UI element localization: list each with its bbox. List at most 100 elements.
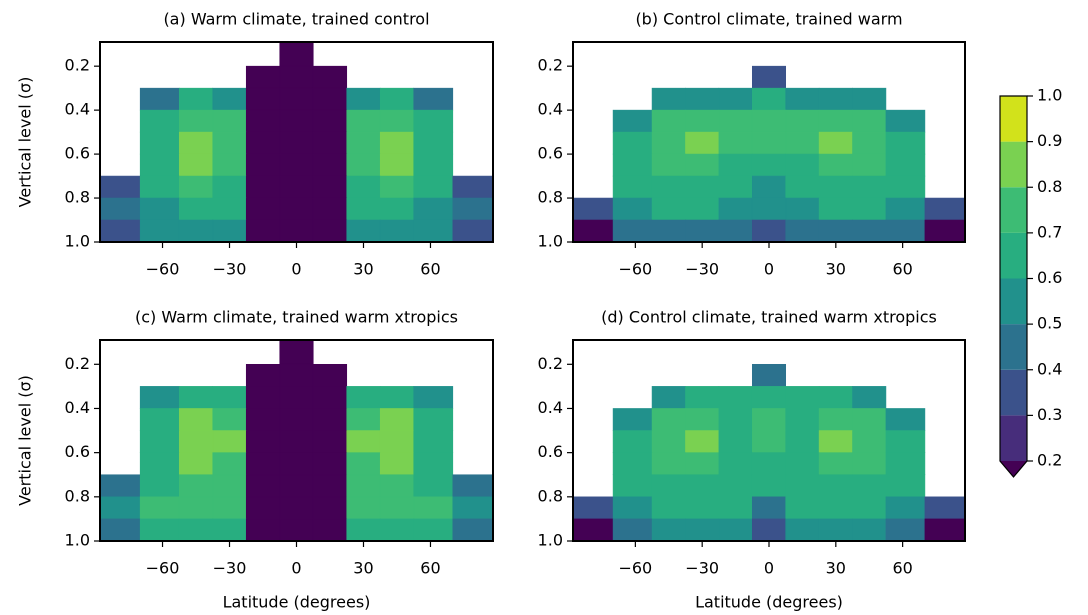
contour-cell [718, 518, 753, 542]
contour-cell [785, 496, 820, 520]
y-tick-label: 0.2 [538, 354, 563, 373]
contour-cell [279, 131, 314, 155]
contour-cell [885, 109, 926, 133]
contour-cell [751, 363, 787, 387]
contour-cell [452, 219, 494, 243]
contour-cell [651, 452, 686, 476]
contour-cell [751, 87, 787, 111]
x-tick-label: 0 [291, 260, 301, 279]
contour-cell [685, 408, 720, 431]
contour-cell [178, 430, 214, 453]
contour-cell [572, 496, 614, 520]
contour-cell [379, 153, 415, 177]
contour-cell [751, 430, 787, 453]
x-tick-label: 0 [291, 559, 301, 578]
contour-cell [751, 386, 787, 409]
contour-cell [346, 131, 381, 155]
contour-cell [651, 386, 686, 409]
y-tick-label: 0.8 [65, 188, 90, 207]
contour-cell [245, 452, 281, 476]
contour-cell [852, 452, 887, 476]
contour-cell [651, 430, 686, 453]
contour-cell [346, 219, 381, 243]
contour-cell [718, 430, 753, 453]
contour-cell [651, 153, 686, 177]
contour-cell [346, 518, 381, 542]
contour-cell [685, 87, 720, 111]
x-tick-label: −60 [146, 559, 180, 578]
contour-cell [651, 87, 686, 111]
contour-cell [139, 496, 180, 520]
contour-cell [785, 197, 820, 221]
contour-cell [612, 452, 653, 476]
contour-cell [751, 474, 787, 498]
contour-cell [785, 219, 820, 243]
contour-cell [279, 87, 314, 111]
y-tick-label: 0.6 [65, 442, 90, 461]
x-axis-label: Latitude (degrees) [695, 593, 843, 612]
contour-cell [785, 386, 820, 409]
contour-cell [379, 518, 415, 542]
contour-cell [818, 430, 853, 453]
y-tick-label: 0.2 [65, 354, 90, 373]
contour-cell [818, 474, 853, 498]
contour-cell [785, 518, 820, 542]
contour-cell [379, 474, 415, 498]
colorbar-segment [1000, 415, 1027, 461]
contour-cell [245, 65, 281, 89]
contour-cell [312, 175, 348, 199]
contour-cell [178, 197, 214, 221]
contour-cell [852, 518, 887, 542]
contour-cell [99, 518, 141, 542]
contour-cell [685, 175, 720, 199]
contour-cell [139, 175, 180, 199]
contour-cell [245, 518, 281, 542]
y-tick-label: 0.4 [65, 398, 90, 417]
contour-cell [279, 219, 314, 243]
contour-cell [924, 197, 966, 221]
x-tick-label: 30 [826, 260, 846, 279]
contour-cell [718, 386, 753, 409]
contour-cell [245, 363, 281, 387]
contour-cell [612, 131, 653, 155]
contour-cell [346, 408, 381, 431]
contour-cell [413, 87, 454, 111]
contour-cell [685, 131, 720, 155]
colorbar-segment [1000, 187, 1027, 233]
contour-cell [139, 109, 180, 133]
contour-cell [852, 153, 887, 177]
contour-cell [718, 408, 753, 431]
x-tick-label: 0 [764, 260, 774, 279]
contour-cell [178, 87, 214, 111]
contour-cell [612, 518, 653, 542]
colorbar-segment [1000, 278, 1027, 325]
contour-cell [818, 518, 853, 542]
contour-cell [178, 408, 214, 431]
contour-cell [178, 219, 214, 243]
contour-cell [685, 518, 720, 542]
contour-cell [312, 474, 348, 498]
contour-cell [212, 131, 247, 155]
contour-cell [452, 197, 494, 221]
contour-cell [818, 496, 853, 520]
contour-cell [818, 408, 853, 431]
contour-cell [612, 197, 653, 221]
contour-cell [178, 386, 214, 409]
contour-cell [818, 131, 853, 155]
contour-cell [718, 474, 753, 498]
contour-cell [379, 219, 415, 243]
y-tick-label: 0.4 [65, 100, 90, 119]
contour-cell [99, 474, 141, 498]
contour-cell [379, 386, 415, 409]
contour-cell [212, 386, 247, 409]
contour-cell [785, 408, 820, 431]
contour-cell [718, 219, 753, 243]
contour-cell [245, 153, 281, 177]
contour-cell [312, 197, 348, 221]
contour-cell [379, 87, 415, 111]
contour-cell [612, 219, 653, 243]
x-tick-label: 60 [420, 559, 440, 578]
contour-cell [413, 452, 454, 476]
contour-cell [279, 339, 314, 365]
